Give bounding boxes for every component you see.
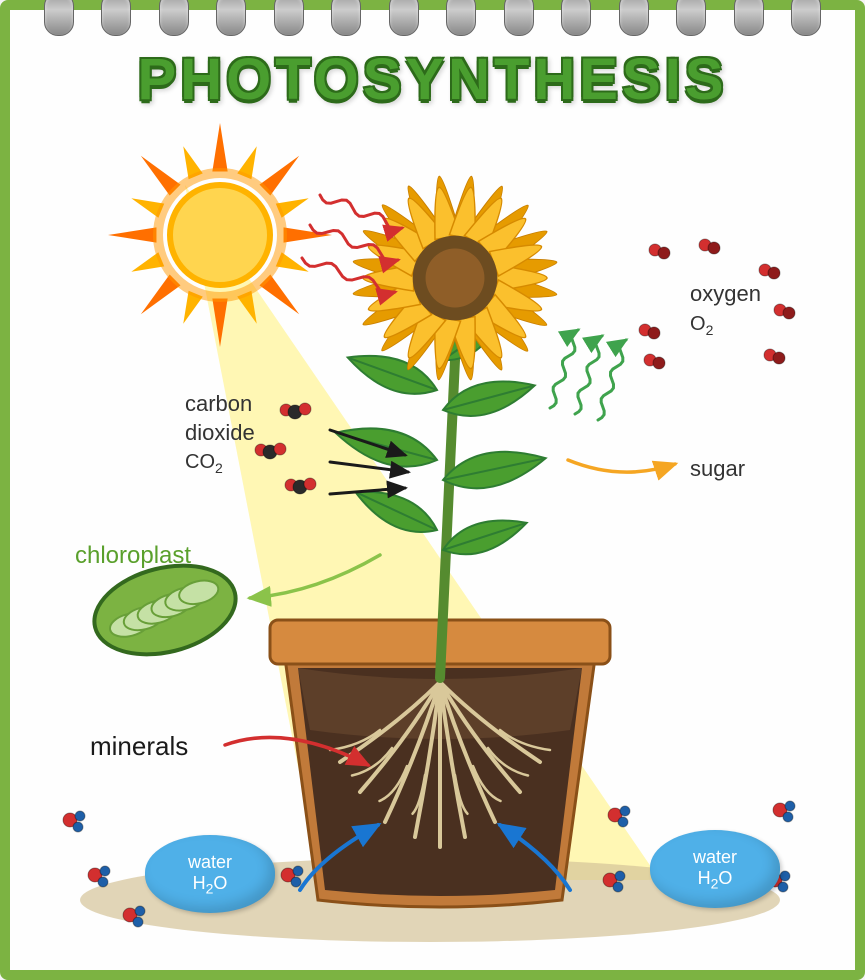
label-minerals: minerals (90, 730, 188, 764)
label-carbon-dioxide: carbon dioxide CO2 (185, 390, 255, 477)
water-bubble-right: water H2O (650, 830, 780, 908)
water-bubble-left: water H2O (145, 835, 275, 913)
label-chloroplast: chloroplast (75, 540, 191, 571)
notebook-frame: PHOTOSYNTHESIS oxygen O2 sugar carbon di… (0, 0, 865, 980)
label-sugar: sugar (690, 455, 745, 484)
diagram-canvas (10, 10, 855, 970)
title-text: PHOTOSYNTHESIS (10, 46, 855, 113)
label-oxygen: oxygen O2 (690, 280, 761, 339)
sun-icon (108, 123, 332, 347)
